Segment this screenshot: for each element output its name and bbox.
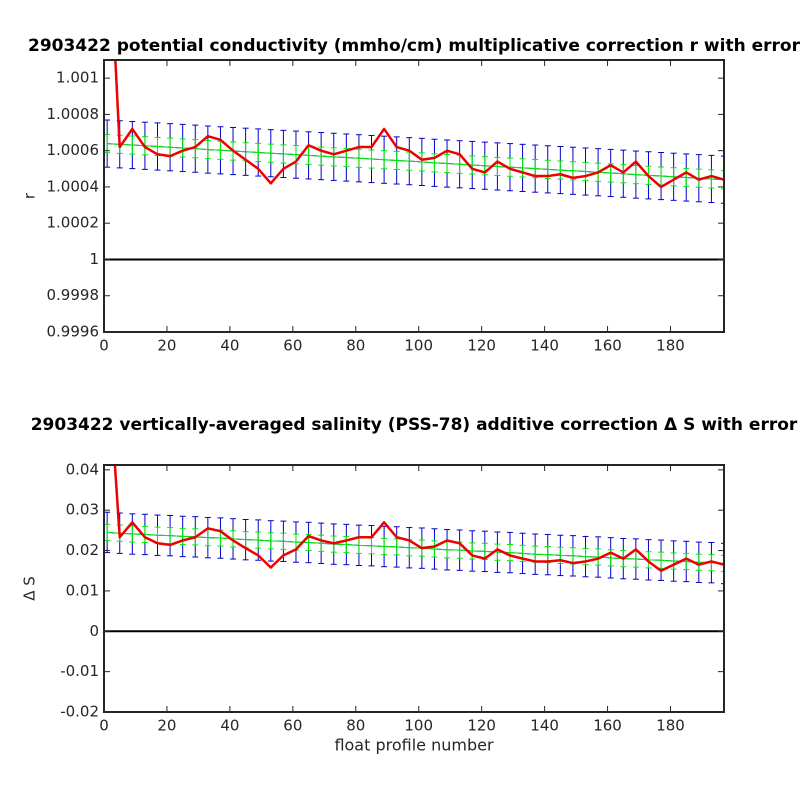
x-tick-label: 60 [283,717,302,735]
x-tick-label: 100 [404,717,433,735]
error-bar [721,170,724,190]
x-tick-label: 40 [220,717,239,735]
x-tick-label: 120 [467,717,496,735]
y-tick-label: 0.01 [66,581,99,599]
y-tick-label: 0.04 [66,460,99,478]
y-tick-label: 1.001 [56,69,99,87]
error-bar [721,554,724,573]
x-tick-label: 0 [99,717,109,735]
axes-box [103,464,725,713]
y-tick-label: -0.01 [60,662,99,680]
x-tick-label: 80 [346,717,365,735]
x-tick-label: 80 [346,337,365,355]
x-tick-label: 60 [283,337,302,355]
error-bar [721,542,724,585]
y-tick-label: 1.0008 [47,105,100,123]
x-tick-label: 140 [530,337,559,355]
plot-area [104,465,724,585]
y-tick-label: 1 [89,250,99,268]
plot-area [104,60,724,204]
error-bar [721,155,724,204]
y-tick-label: 0 [89,622,99,640]
x-tick-label: 160 [593,337,622,355]
x-tick-label: 100 [404,337,433,355]
fit-line [107,143,724,181]
x-tick-label: 20 [157,717,176,735]
chart-title: 2903422 vertically-averaged salinity (PS… [31,415,798,435]
y-axis-label: r [21,192,39,199]
x-tick-label: 140 [530,717,559,735]
y-tick-label: 0.9996 [47,323,100,341]
data-line [114,60,724,189]
x-tick-label: 20 [157,337,176,355]
x-axis-label: float profile number [334,736,494,755]
y-tick-label: 1.0002 [47,214,100,232]
x-tick-label: 180 [656,337,685,355]
y-tick-label: 0.03 [66,501,99,519]
y-tick-label: 0.02 [66,541,99,559]
y-tick-label: 1.0004 [47,177,100,195]
x-tick-label: 160 [593,717,622,735]
y-tick-label: -0.02 [60,703,99,721]
x-tick-label: 120 [467,337,496,355]
y-tick-label: 1.0006 [47,141,100,159]
y-tick-label: 0.9998 [47,286,100,304]
chart-title: 2903422 potential conductivity (mmho/cm)… [28,36,800,56]
data-line [113,465,724,572]
x-tick-label: 40 [220,337,239,355]
axes-box [103,59,725,333]
y-axis-label: Δ S [21,576,39,601]
x-tick-label: 180 [656,717,685,735]
x-tick-label: 0 [99,337,109,355]
